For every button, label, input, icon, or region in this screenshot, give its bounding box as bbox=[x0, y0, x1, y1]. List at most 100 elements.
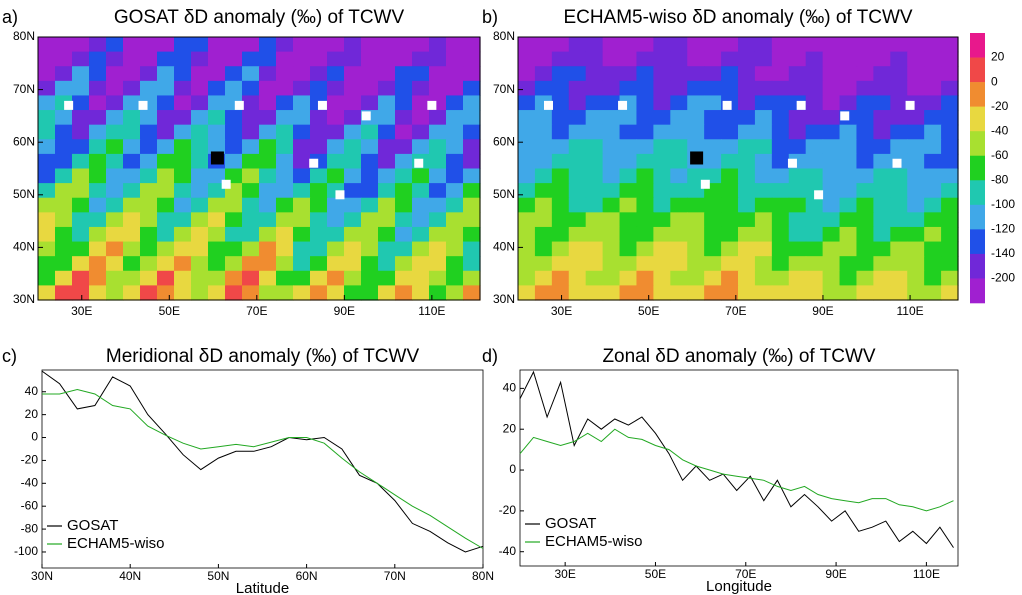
map-cell bbox=[534, 212, 553, 228]
map-cell bbox=[754, 110, 773, 126]
map-cell bbox=[412, 270, 430, 286]
map-cell bbox=[653, 66, 671, 82]
colorbar-bin bbox=[970, 82, 985, 107]
map-cell bbox=[856, 37, 874, 53]
map-cell bbox=[721, 66, 739, 82]
map-cell bbox=[72, 80, 90, 97]
map-cell bbox=[378, 270, 396, 286]
map-cell bbox=[636, 66, 654, 82]
map-cell bbox=[924, 256, 942, 272]
map-cell bbox=[839, 124, 858, 140]
map-cell bbox=[771, 80, 790, 97]
map-cell bbox=[687, 124, 705, 140]
map-cell bbox=[738, 66, 756, 82]
map-cell bbox=[551, 124, 570, 140]
map-cell bbox=[140, 241, 158, 257]
map-cell bbox=[839, 197, 858, 213]
map-cell bbox=[89, 139, 107, 155]
map-cell bbox=[191, 285, 209, 301]
map-cell bbox=[259, 66, 277, 82]
map-cell bbox=[429, 168, 447, 184]
y-tick-label: 20 bbox=[25, 407, 39, 421]
map-cell bbox=[293, 95, 311, 111]
map-cell bbox=[344, 197, 362, 213]
site bbox=[427, 100, 437, 110]
map-cell bbox=[568, 256, 587, 272]
map-cell bbox=[636, 51, 654, 67]
map-cell bbox=[412, 66, 430, 82]
colorbar-label: 0 bbox=[991, 74, 998, 88]
map-cell bbox=[446, 270, 464, 286]
map-cell bbox=[123, 153, 141, 170]
map-cell bbox=[395, 66, 413, 82]
map-cell bbox=[602, 37, 621, 53]
map-cell bbox=[839, 153, 858, 170]
map-cell bbox=[890, 51, 908, 67]
map-cell bbox=[754, 241, 773, 257]
map-cell bbox=[822, 183, 841, 199]
map-cell bbox=[293, 226, 311, 243]
map-cell bbox=[38, 66, 56, 82]
map-cell bbox=[754, 80, 773, 97]
map-cell bbox=[619, 110, 638, 126]
map-cell bbox=[754, 270, 773, 286]
map-cell bbox=[55, 110, 73, 126]
map-cell bbox=[839, 37, 858, 53]
map-cell bbox=[463, 51, 481, 67]
map-cell bbox=[140, 212, 158, 228]
map-cell bbox=[805, 285, 824, 301]
map-cell bbox=[839, 270, 858, 286]
map-cell bbox=[619, 80, 638, 97]
map-cell bbox=[518, 51, 536, 67]
map-cell bbox=[771, 37, 790, 53]
map-cell bbox=[293, 197, 311, 213]
map-cell bbox=[55, 168, 73, 184]
map-cell bbox=[924, 51, 942, 67]
map-cell bbox=[55, 37, 73, 53]
map-cell bbox=[822, 256, 841, 272]
map-cell bbox=[551, 80, 570, 97]
map-cell bbox=[873, 270, 891, 286]
map-cell bbox=[771, 168, 790, 184]
map-cell bbox=[327, 153, 345, 170]
y-tick-label: -40 bbox=[21, 475, 39, 489]
map-cell bbox=[412, 212, 430, 228]
map-cell bbox=[225, 80, 243, 97]
map-cell bbox=[822, 153, 841, 170]
series-line bbox=[519, 428, 954, 512]
map-cell bbox=[38, 95, 56, 111]
map-cell bbox=[174, 212, 192, 228]
y-tick-label: -60 bbox=[21, 498, 39, 512]
map-cell bbox=[568, 270, 587, 286]
map-cell bbox=[344, 168, 362, 184]
map-cell bbox=[890, 168, 908, 184]
map-cell bbox=[805, 197, 824, 213]
map-cell bbox=[805, 212, 824, 228]
map-cell bbox=[429, 37, 447, 53]
map-cell bbox=[259, 110, 277, 126]
map-cell bbox=[534, 37, 553, 53]
map-cell bbox=[310, 66, 328, 82]
site bbox=[840, 111, 850, 121]
site bbox=[787, 158, 797, 168]
map-cell bbox=[191, 110, 209, 126]
map-cell bbox=[208, 226, 226, 243]
map-cell bbox=[395, 139, 413, 155]
map-cell bbox=[738, 51, 756, 67]
map-cell bbox=[856, 226, 874, 243]
map-cell bbox=[518, 212, 536, 228]
map-cell bbox=[293, 139, 311, 155]
map-cell bbox=[412, 95, 430, 111]
map-cell bbox=[310, 270, 328, 286]
map-cell bbox=[361, 168, 379, 184]
x-axis-label: Latitude bbox=[236, 580, 289, 595]
map-cell bbox=[259, 124, 277, 140]
map-cell bbox=[378, 168, 396, 184]
map-cell bbox=[738, 212, 756, 228]
site bbox=[543, 100, 553, 110]
map-cell bbox=[771, 256, 790, 272]
map-cell bbox=[805, 256, 824, 272]
map-cell bbox=[89, 285, 107, 301]
map-cell bbox=[72, 256, 90, 272]
map-cell bbox=[429, 66, 447, 82]
